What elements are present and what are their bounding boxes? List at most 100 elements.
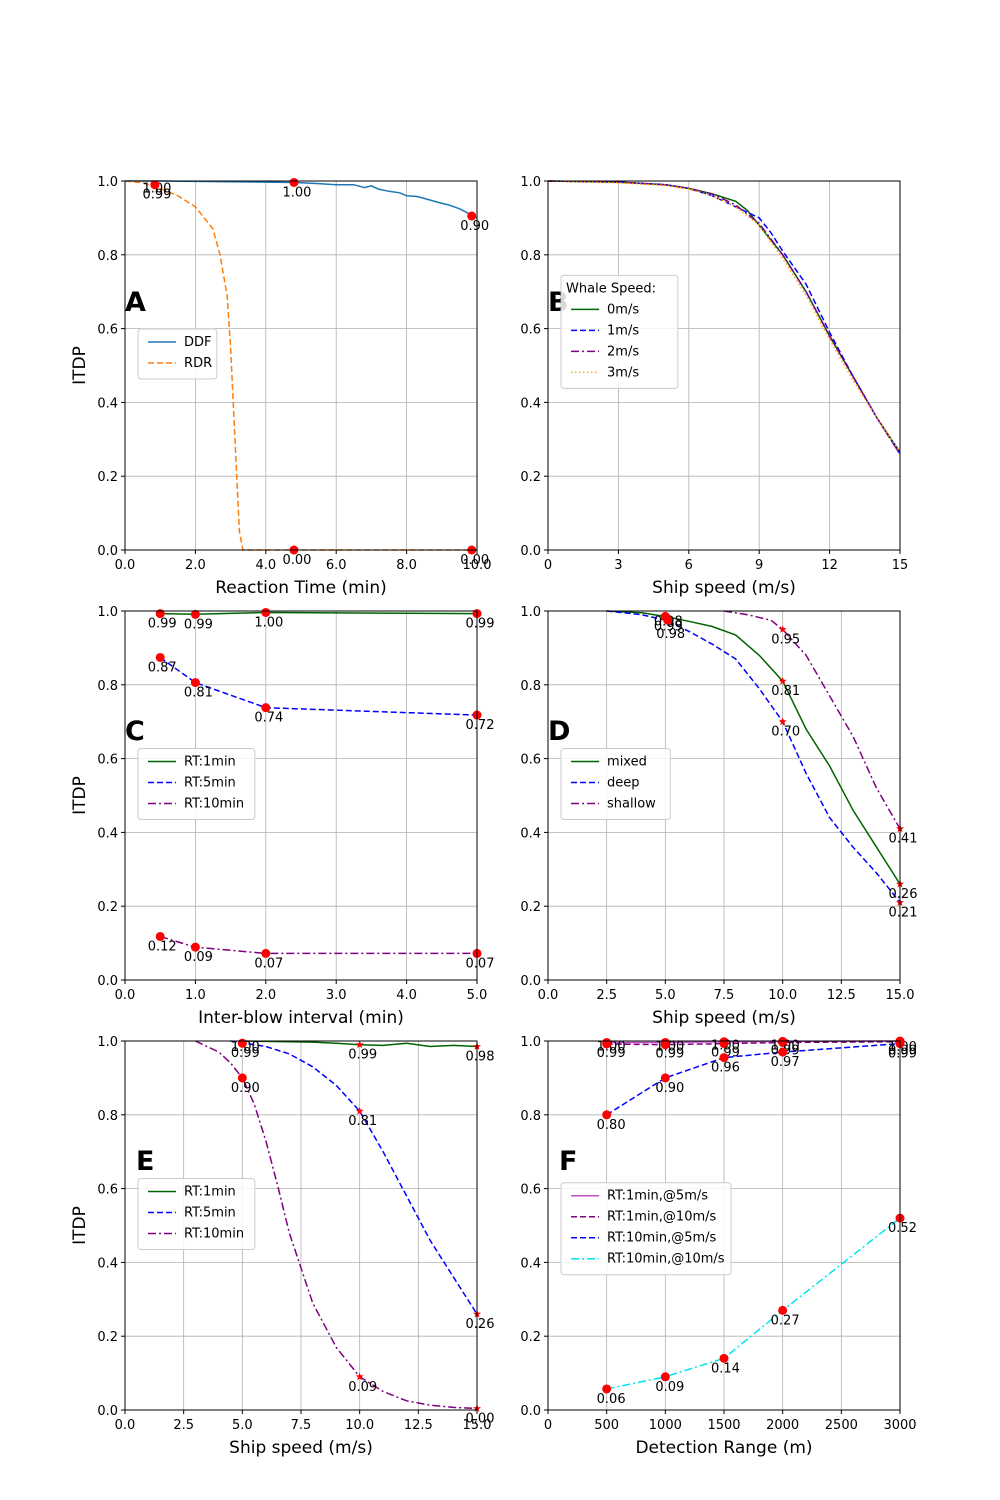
x-axis-label: Ship speed (m/s) [652,578,796,598]
data-label: 0.99 [654,620,683,635]
y-tick-label: 0.2 [520,900,541,915]
data-label: 1.00 [282,185,311,200]
y-axis-label: ITDP [70,346,90,385]
y-tick-label: 0.4 [97,826,118,841]
legend-label: RT:10min,@5m/s [607,1231,716,1246]
y-tick-label: 0.0 [97,544,118,559]
axes-frame [547,180,901,551]
panel-letter: F [559,1146,577,1177]
y-tick-label: 0.2 [520,470,541,485]
legend-label: 2m/s [607,344,639,359]
data-label: 0.12 [148,939,177,954]
panel-c: 0.99 0.99 1.00 0.99 0.87 0.81 0.74 0.72 0.12 0.09… [70,605,494,1028]
legend-label: RT:1min,@5m/s [607,1189,708,1204]
x-tick-label: 0.0 [538,988,559,1003]
data-marker [778,625,787,633]
legend-box [137,747,256,820]
x-tick-label: 0.0 [115,988,136,1003]
panel-a: 1.000.99 1.000.900.00 0.000.0 2.0 4.0 6.0 8.0 1… [70,175,491,598]
series-line-rt-10min [195,1040,478,1410]
y-tick-label: 0.8 [97,249,118,264]
data-marker [190,678,200,688]
x-tick-label: 7.5 [714,988,735,1003]
legend: mixed deep shallow [560,747,671,820]
data-label: 0.41 [889,832,918,847]
y-tick-label: 0.8 [520,249,541,264]
data-marker [660,1372,670,1382]
y-tick-label: 0.8 [97,1109,118,1124]
data-marker [778,676,787,685]
y-tick-label: 0.2 [97,900,118,915]
y-tick-label: 0.2 [520,1330,541,1345]
data-label: 1.00 [142,182,171,197]
legend-label: mixed [607,754,647,769]
series-line-3m-s [547,180,901,453]
y-tick-label: 0.6 [97,1183,118,1198]
x-tick-label: 2.5 [596,988,617,1003]
x-tick-label: 4.0 [255,558,276,573]
data-label: 0.09 [655,1380,684,1395]
legend: DDF RDR [137,328,218,380]
data-label: 0.95 [771,632,800,647]
x-tick-label: 5.0 [655,988,676,1003]
x-tick-label: 10.0 [345,1418,374,1433]
data-marker [190,942,200,952]
data-marker [355,1372,364,1381]
legend-label: RT:1min [184,1184,236,1199]
y-tick-label: 1.0 [97,175,118,190]
legend-label: shallow [607,796,656,811]
x-tick-label: 0 [544,558,552,573]
x-tick-label: 15 [892,558,909,573]
y-tick-label: 0.2 [97,1330,118,1345]
legend-label: 0m/s [607,302,639,317]
data-label: 0.81 [771,684,800,699]
data-label: 0.26 [889,887,918,902]
y-tick-label: 0.4 [97,396,118,411]
panel-e: 1.000.99 0.99 0.980.900.810.260.090.000.0 2… [70,1035,494,1458]
x-tick-label: 0.0 [115,1418,136,1433]
data-label: 1.00 [254,615,283,630]
x-axis-label: Ship speed (m/s) [652,1008,796,1028]
data-label: 0.99 [348,1048,377,1063]
data-marker [663,615,673,625]
legend-label: DDF [184,335,212,350]
data-label: 0.00 [282,553,311,568]
data-label: 0.52 [888,1221,917,1236]
x-tick-label: 0.0 [115,558,136,573]
data-marker [778,1047,788,1057]
data-label: 0.99 [888,1044,917,1059]
legend-label: RT:1min [184,754,236,769]
x-tick-label: 2.0 [255,988,276,1003]
y-tick-label: 0.4 [97,1256,118,1271]
x-tick-label: 7.5 [291,1418,312,1433]
panel-letter: D [548,716,570,747]
y-tick-label: 0.4 [520,1256,541,1271]
data-marker [719,1353,729,1363]
legend-box [137,1177,256,1250]
data-label: 0.99 [711,1046,740,1061]
data-label: 0.99 [597,1046,626,1061]
y-tick-label: 0.8 [97,679,118,694]
axes-frame [124,180,478,551]
y-tick-label: 1.0 [97,605,118,620]
series-line-rt-5min [230,1040,478,1315]
y-tick-label: 1.0 [97,1035,118,1050]
x-tick-label: 6.0 [326,558,347,573]
data-marker [289,177,299,187]
data-label: 0.70 [771,725,800,740]
x-tick-label: 500 [594,1418,619,1433]
legend-label: RT:5min [184,775,236,790]
data-label: 0.99 [184,617,213,632]
legend-label: deep [607,775,640,790]
x-axis-label: Inter-blow interval (min) [198,1008,404,1028]
y-tick-label: 0.6 [97,323,118,338]
panel-letter: E [136,1146,154,1177]
legend-title: Whale Speed: [566,281,656,296]
data-marker [778,1305,788,1315]
legend-label: RDR [184,356,212,371]
legend-box [560,747,671,820]
y-axis-label: ITDP [70,776,90,815]
y-tick-label: 0.6 [520,753,541,768]
data-label: 0.90 [231,1081,260,1096]
series-line-rt-10min [159,935,477,955]
